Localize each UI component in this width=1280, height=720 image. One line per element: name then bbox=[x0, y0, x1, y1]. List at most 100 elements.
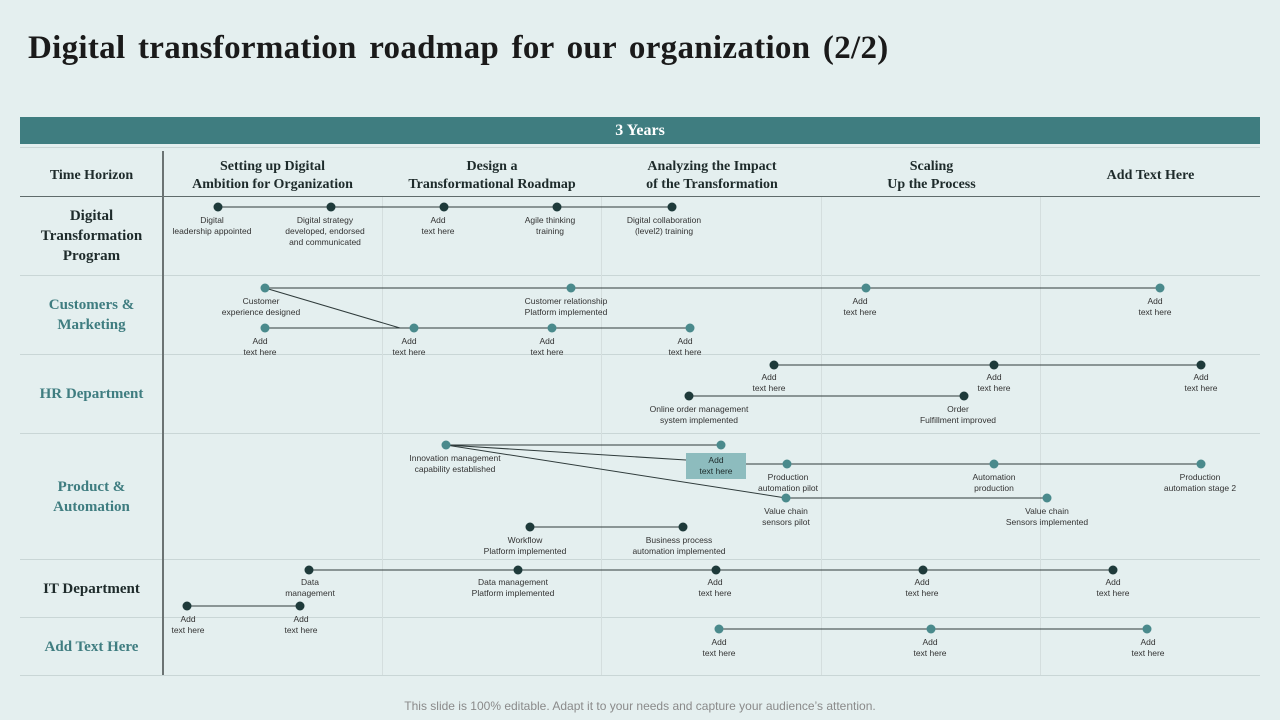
phase-divider bbox=[1040, 197, 1041, 675]
row-label-customers-marketing: Customers & Marketing bbox=[48, 297, 135, 333]
phase-header-5: Add Text Here bbox=[1106, 168, 1195, 183]
label-column-divider bbox=[162, 151, 164, 675]
years-banner: 3 Years bbox=[20, 117, 1260, 144]
milestone-dot bbox=[441, 440, 451, 450]
row-label-hr-department: HR Department bbox=[39, 386, 144, 402]
milestone-label: Value chain Sensors implemented bbox=[1005, 506, 1089, 527]
milestone-label: Add text here bbox=[913, 637, 947, 658]
milestone-label: Customer relationship Platform implement… bbox=[524, 296, 608, 317]
milestone-label: Digital leadership appointed bbox=[172, 215, 252, 236]
milestone-dot bbox=[213, 202, 223, 212]
grid-line bbox=[20, 559, 1260, 560]
page-title: Digital transformation roadmap for our o… bbox=[28, 30, 889, 66]
connector-line bbox=[445, 444, 687, 461]
footer-note: This slide is 100% editable. Adapt it to… bbox=[404, 699, 876, 713]
milestone-dot bbox=[1196, 459, 1206, 469]
connector-line bbox=[264, 287, 401, 329]
milestone-dot bbox=[959, 391, 969, 401]
milestone-dot bbox=[769, 360, 779, 370]
callout-box: Add text here bbox=[686, 453, 746, 479]
phase-header-3: Analyzing the Impact of the Transformati… bbox=[646, 159, 778, 192]
milestone-label: Add text here bbox=[1131, 637, 1165, 658]
row-label-it-department: IT Department bbox=[43, 580, 140, 597]
milestone-label: Production automation stage 2 bbox=[1163, 472, 1237, 493]
milestone-label: Add text here bbox=[421, 215, 455, 236]
milestone-label: Online order management system implement… bbox=[649, 404, 749, 425]
milestone-label: Add text here bbox=[530, 336, 564, 357]
phase-divider bbox=[601, 197, 602, 675]
milestone-dot bbox=[1042, 493, 1052, 503]
phase-divider bbox=[382, 197, 383, 675]
milestone-label: Add text here bbox=[668, 336, 702, 357]
milestone-dot bbox=[1142, 624, 1152, 634]
milestone-dot bbox=[714, 624, 724, 634]
milestone-label: Add text here bbox=[752, 372, 786, 393]
milestone-label: Add text here bbox=[392, 336, 426, 357]
grid-line bbox=[20, 617, 1260, 618]
milestone-label: Automation production bbox=[972, 472, 1016, 493]
milestone-label: Order Fulfillment improved bbox=[919, 404, 997, 425]
milestone-dot bbox=[304, 565, 314, 575]
milestone-label: Customer experience designed bbox=[221, 296, 301, 317]
milestone-label: Digital collaboration (level2) training bbox=[626, 215, 702, 236]
milestone-dot bbox=[1108, 565, 1118, 575]
milestone-label: Workflow Platform implemented bbox=[483, 535, 567, 556]
milestone-dot bbox=[182, 601, 192, 611]
phase-header-2: Design a Transformational Roadmap bbox=[408, 159, 576, 192]
time-horizon-header: Time Horizon bbox=[49, 168, 134, 183]
phase-header-4: Scaling Up the Process bbox=[887, 159, 976, 192]
row-label-digital-transformation: Digital Transformation Program bbox=[40, 208, 143, 264]
milestone-dot bbox=[781, 493, 791, 503]
milestone-label: Value chain sensors pilot bbox=[762, 506, 810, 527]
milestone-dot bbox=[918, 565, 928, 575]
milestone-dot bbox=[525, 522, 535, 532]
milestone-dot bbox=[566, 283, 576, 293]
connector-line bbox=[445, 444, 787, 499]
milestone-label: Business process automation implemented bbox=[632, 535, 726, 556]
milestone-dot bbox=[547, 323, 557, 333]
milestone-label: Add text here bbox=[1184, 372, 1218, 393]
milestone-dot bbox=[782, 459, 792, 469]
milestone-dot bbox=[861, 283, 871, 293]
grid-line bbox=[20, 354, 1260, 355]
milestone-label: Add text here bbox=[1138, 296, 1172, 317]
milestone-label: Agile thinking training bbox=[524, 215, 576, 236]
milestone-label: Innovation management capability establi… bbox=[409, 453, 501, 474]
phase-header-1: Setting up Digital Ambition for Organiza… bbox=[192, 159, 353, 192]
row-label-add-text: Add Text Here bbox=[44, 638, 139, 655]
milestone-dot bbox=[667, 202, 677, 212]
milestone-label: Production automation pilot bbox=[757, 472, 818, 493]
milestone-dot bbox=[684, 391, 694, 401]
milestone-label: Add text here bbox=[905, 577, 939, 598]
grid-line bbox=[20, 275, 1260, 276]
milestone-dot bbox=[711, 565, 721, 575]
milestone-dot bbox=[513, 565, 523, 575]
milestone-dot bbox=[552, 202, 562, 212]
milestone-dot bbox=[326, 202, 336, 212]
grid-line bbox=[20, 433, 1260, 434]
row-label-product-automation: Product & Automation bbox=[53, 478, 130, 515]
grid-line bbox=[20, 675, 1260, 676]
milestone-dot bbox=[409, 323, 419, 333]
phase-divider bbox=[821, 197, 822, 675]
milestone-dot bbox=[716, 440, 726, 450]
milestone-label: Add text here bbox=[698, 577, 732, 598]
milestone-dot bbox=[439, 202, 449, 212]
milestone-dot bbox=[1196, 360, 1206, 370]
milestone-label: Add text here bbox=[284, 614, 318, 635]
milestone-label: Data management Platform implemented bbox=[471, 577, 555, 598]
header-divider bbox=[20, 196, 1260, 197]
milestone-dot bbox=[685, 323, 695, 333]
milestone-dot bbox=[295, 601, 305, 611]
milestone-dot bbox=[989, 459, 999, 469]
milestone-label: Data management bbox=[285, 577, 335, 598]
milestone-label: Add text here bbox=[1096, 577, 1130, 598]
grid-line bbox=[20, 147, 1260, 148]
milestone-label: Digital strategy developed, endorsed and… bbox=[285, 215, 365, 247]
milestone-dot bbox=[926, 624, 936, 634]
milestone-dot bbox=[260, 323, 270, 333]
milestone-dot bbox=[260, 283, 270, 293]
milestone-dot bbox=[678, 522, 688, 532]
milestone-label: Add text here bbox=[243, 336, 277, 357]
